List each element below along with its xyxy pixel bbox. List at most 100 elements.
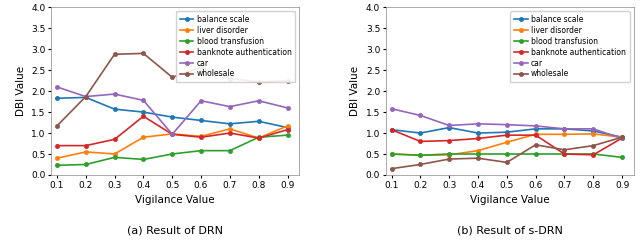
car <box>140 99 147 102</box>
banknote authentication <box>226 132 234 135</box>
car <box>474 122 482 125</box>
balance scale <box>561 127 568 130</box>
balance scale <box>589 130 597 132</box>
Line: balance scale: balance scale <box>390 126 624 139</box>
balance scale <box>388 128 396 131</box>
car <box>561 127 568 130</box>
liver disorder <box>226 127 234 130</box>
balance scale <box>532 127 540 130</box>
liver disorder <box>561 133 568 136</box>
balance scale <box>503 131 511 134</box>
blood transfusion <box>503 153 511 156</box>
car <box>53 86 61 88</box>
banknote authentication <box>255 137 262 139</box>
blood transfusion <box>561 153 568 156</box>
wholesale <box>532 143 540 146</box>
banknote authentication <box>417 140 424 143</box>
balance scale <box>474 132 482 135</box>
car <box>589 127 597 130</box>
wholesale <box>111 53 118 56</box>
wholesale <box>618 136 626 139</box>
Legend: balance scale, liver disorder, blood transfusion, banknote authentication, car, : balance scale, liver disorder, blood tra… <box>511 11 630 82</box>
blood transfusion <box>82 163 90 166</box>
banknote authentication <box>589 153 597 156</box>
Line: liver disorder: liver disorder <box>55 124 289 160</box>
car <box>168 133 176 136</box>
blood transfusion <box>618 156 626 159</box>
balance scale <box>226 122 234 125</box>
liver disorder <box>255 137 262 139</box>
blood transfusion <box>388 153 396 156</box>
wholesale <box>589 144 597 147</box>
Line: car: car <box>55 85 289 136</box>
balance scale <box>197 119 205 122</box>
banknote authentication <box>197 136 205 139</box>
wholesale <box>417 163 424 166</box>
liver disorder <box>284 124 291 127</box>
Y-axis label: DBI Value: DBI Value <box>16 66 26 116</box>
banknote authentication <box>284 128 291 131</box>
wholesale <box>168 76 176 79</box>
Line: blood transfusion: blood transfusion <box>55 133 289 167</box>
balance scale <box>284 126 291 129</box>
car <box>388 107 396 110</box>
balance scale <box>255 120 262 123</box>
banknote authentication <box>445 139 453 142</box>
wholesale <box>140 52 147 55</box>
car <box>417 114 424 117</box>
blood transfusion <box>417 154 424 157</box>
liver disorder <box>445 153 453 156</box>
banknote authentication <box>111 138 118 141</box>
car <box>445 124 453 127</box>
Line: wholesale: wholesale <box>55 51 289 128</box>
balance scale <box>168 116 176 119</box>
Legend: balance scale, liver disorder, blood transfusion, banknote authentication, car, : balance scale, liver disorder, blood tra… <box>176 11 295 82</box>
liver disorder <box>503 141 511 144</box>
liver disorder <box>618 136 626 139</box>
blood transfusion <box>140 158 147 161</box>
wholesale <box>561 148 568 151</box>
banknote authentication <box>474 137 482 140</box>
banknote authentication <box>140 115 147 118</box>
banknote authentication <box>388 128 396 131</box>
balance scale <box>445 126 453 129</box>
Text: (b) Result of s-DRN: (b) Result of s-DRN <box>457 226 563 236</box>
wholesale <box>388 167 396 170</box>
liver disorder <box>82 150 90 153</box>
liver disorder <box>388 153 396 156</box>
Line: blood transfusion: blood transfusion <box>390 152 624 159</box>
Line: liver disorder: liver disorder <box>390 132 624 157</box>
wholesale <box>474 157 482 160</box>
car <box>111 93 118 95</box>
wholesale <box>226 77 234 80</box>
car <box>255 99 262 102</box>
blood transfusion <box>53 164 61 167</box>
banknote authentication <box>532 134 540 137</box>
blood transfusion <box>226 149 234 152</box>
Line: car: car <box>390 107 624 140</box>
banknote authentication <box>82 144 90 147</box>
car <box>284 106 291 109</box>
balance scale <box>82 96 90 99</box>
liver disorder <box>532 133 540 136</box>
balance scale <box>618 136 626 139</box>
wholesale <box>82 95 90 98</box>
wholesale <box>197 66 205 69</box>
liver disorder <box>197 135 205 138</box>
wholesale <box>53 124 61 127</box>
liver disorder <box>53 157 61 160</box>
balance scale <box>417 132 424 135</box>
blood transfusion <box>474 153 482 156</box>
banknote authentication <box>168 133 176 136</box>
wholesale <box>284 79 291 82</box>
car <box>197 99 205 102</box>
blood transfusion <box>168 153 176 156</box>
Line: wholesale: wholesale <box>390 135 624 171</box>
liver disorder <box>111 153 118 156</box>
liver disorder <box>417 154 424 157</box>
blood transfusion <box>255 136 262 139</box>
banknote authentication <box>53 144 61 147</box>
car <box>82 95 90 98</box>
blood transfusion <box>111 156 118 159</box>
balance scale <box>140 111 147 113</box>
